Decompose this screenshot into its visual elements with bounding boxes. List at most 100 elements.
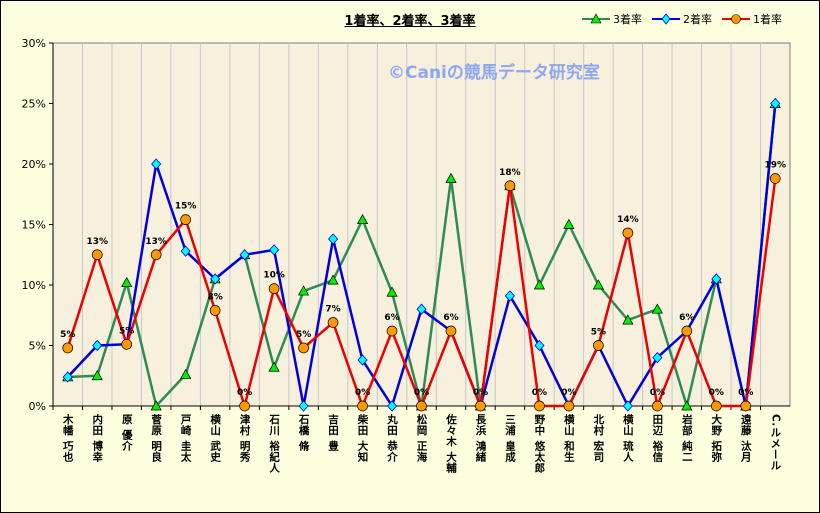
x-tick-label: 岩部 純二 [681,413,693,462]
data-point [416,303,427,315]
data-point [563,218,575,229]
data-label: 10% [263,271,285,281]
data-label: 14% [617,215,639,225]
data-point [504,180,516,192]
data-point [269,244,280,256]
data-label: 5% [60,330,75,340]
data-point [622,400,633,412]
data-point [298,400,309,412]
data-label: 6% [384,313,399,323]
data-point [297,285,310,296]
x-tick-label: 石橋 脩 [298,414,310,451]
y-tick-label: 5% [29,340,46,353]
data-point [92,339,103,352]
data-point [651,303,663,314]
x-tick-label: 柴田 大知 [357,413,369,462]
data-point [445,172,457,183]
data-point [180,214,192,226]
legend-item-1st: 1着率 [722,11,782,27]
data-point [386,400,398,412]
data-point [357,400,368,412]
data-label: 0% [237,388,252,398]
x-tick-label: 原 優介 [121,414,133,451]
data-point [298,342,309,354]
data-point [180,368,192,379]
data-label: 0% [650,388,665,398]
data-label: 5% [591,328,606,338]
data-label: 0% [738,388,753,398]
data-point [386,325,398,337]
data-point [475,400,486,412]
data-point [652,352,663,364]
data-label: 0% [532,388,547,398]
data-label: 0% [355,388,370,398]
data-point [681,325,693,337]
data-point [239,400,250,412]
data-point [62,371,73,383]
data-point [328,233,339,245]
data-point [593,340,604,351]
data-point [268,283,280,294]
chart-title: 1着率、2着率、3着率 [344,14,476,29]
data-label: 0% [473,388,488,398]
legend-swatch-2nd [652,13,680,25]
data-label: 0% [561,388,576,398]
data-label: 6% [679,313,694,323]
x-tick-label: 遠藤 汰月 [740,413,752,462]
data-point [268,361,280,372]
x-tick-label: 石川 裕紀人 [268,414,280,473]
data-point [622,227,634,239]
data-point [239,249,250,261]
data-point [150,400,162,411]
data-point [356,213,369,225]
data-point [416,400,427,412]
data-point [504,290,515,302]
x-tick-label: 横山 武史 [209,413,221,462]
y-tick-label: 10% [22,279,46,292]
legend-label-3rd: 3着率 [613,13,642,26]
y-tick-label: 0% [29,400,46,413]
y-tick-label: 25% [22,98,46,111]
x-tick-label: 丸田 恭介 [386,413,398,462]
legend-label-2nd: 2着率 [683,13,712,26]
data-label: 6% [443,313,458,323]
data-label: 13% [145,237,167,247]
y-tick-label: 15% [22,219,46,232]
x-tick-label: 長浜 鴻緒 [474,414,486,462]
y-tick-label: 30% [22,37,46,50]
x-tick-label: 戸崎 圭太 [180,414,192,462]
data-point [62,342,74,354]
legend-item-3rd: 3着率 [582,11,642,27]
data-point [151,158,162,170]
data-point [534,400,545,412]
data-label: 18% [499,168,521,178]
data-point [327,274,339,285]
data-point [770,97,781,110]
data-label: 15% [175,202,197,212]
data-point [534,339,545,352]
data-point [681,400,693,411]
data-point [533,279,546,290]
x-tick-label: 北村 宏司 [592,413,604,462]
x-tick-label: 菅原 明良 [150,413,162,462]
data-point [711,273,722,285]
data-point [357,354,368,366]
x-tick-label: 松岡 正海 [416,413,428,462]
x-tick-label: 内田 博幸 [91,413,103,462]
data-point [210,273,221,285]
data-point [769,173,781,184]
legend-swatch-3rd [582,13,610,24]
x-tick-label: 横山 和生 [563,413,575,462]
data-point [209,305,221,316]
data-point [445,325,457,337]
x-tick-label: C.ルメール [769,414,781,471]
data-point [150,249,162,261]
data-label: 7% [325,305,340,315]
x-tick-label: 田辺 裕信 [651,414,663,462]
legend-label-1st: 1着率 [753,13,782,26]
x-tick-label: 横山 琉人 [622,413,634,462]
x-tick-label: 佐々木 大輔 [445,413,457,473]
data-point [710,400,722,412]
data-label: 19% [764,161,786,171]
